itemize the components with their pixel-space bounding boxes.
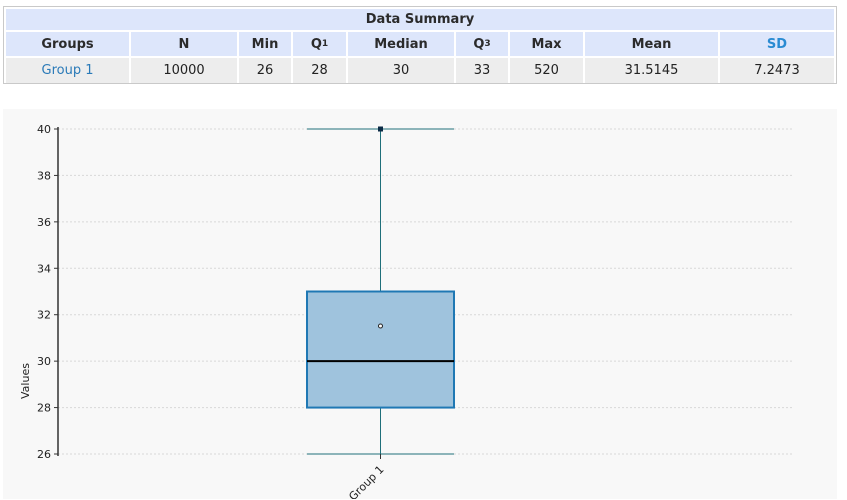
- cell-mean: 31.5145: [585, 58, 718, 83]
- mean-marker: [378, 323, 383, 329]
- box-iqr: [306, 290, 455, 409]
- boxplot-chart: 26 28 30 32 34 36 38 40 Group 1: [37, 123, 793, 499]
- header-q1-base: Q: [310, 36, 322, 52]
- header-q1-sub: 1: [321, 39, 329, 49]
- y-tick-label: 26: [37, 448, 51, 461]
- y-tick-label: 30: [37, 355, 51, 368]
- header-sd[interactable]: SD: [720, 32, 834, 56]
- outlier-marker: [378, 126, 383, 132]
- x-tick-label: Group 1: [346, 463, 386, 499]
- y-tick-label: 36: [37, 216, 51, 229]
- summary-title: Data Summary: [6, 9, 834, 30]
- header-q3-base: Q: [473, 36, 485, 52]
- cell-max: 520: [510, 58, 583, 83]
- cell-min: 26: [239, 58, 291, 83]
- cell-q3: 33: [456, 58, 508, 83]
- cell-q1: 28: [293, 58, 346, 83]
- header-n: N: [131, 32, 237, 56]
- cell-n: 10000: [131, 58, 237, 83]
- cell-median: 30: [348, 58, 454, 83]
- header-q3-sub: 3: [484, 39, 491, 49]
- table-row: Group 1 10000 26 28 30 33 520 31.5145 7.…: [6, 58, 834, 83]
- header-max: Max: [510, 32, 583, 56]
- y-tick-label: 40: [37, 123, 51, 136]
- header-min: Min: [239, 32, 291, 56]
- y-tick-label: 32: [37, 309, 51, 322]
- boxplot-panel: 26 28 30 32 34 36 38 40 Group 1 Values: [3, 109, 837, 499]
- y-tick-label: 34: [37, 262, 51, 275]
- y-tick-label: 28: [37, 402, 51, 415]
- header-mean: Mean: [585, 32, 718, 56]
- y-axis-label: Values: [19, 363, 32, 399]
- group-link[interactable]: Group 1: [6, 58, 129, 83]
- cell-sd: 7.2473: [720, 58, 834, 83]
- header-median: Median: [348, 32, 454, 56]
- header-groups: Groups: [6, 32, 129, 56]
- y-tick-label: 38: [37, 169, 51, 182]
